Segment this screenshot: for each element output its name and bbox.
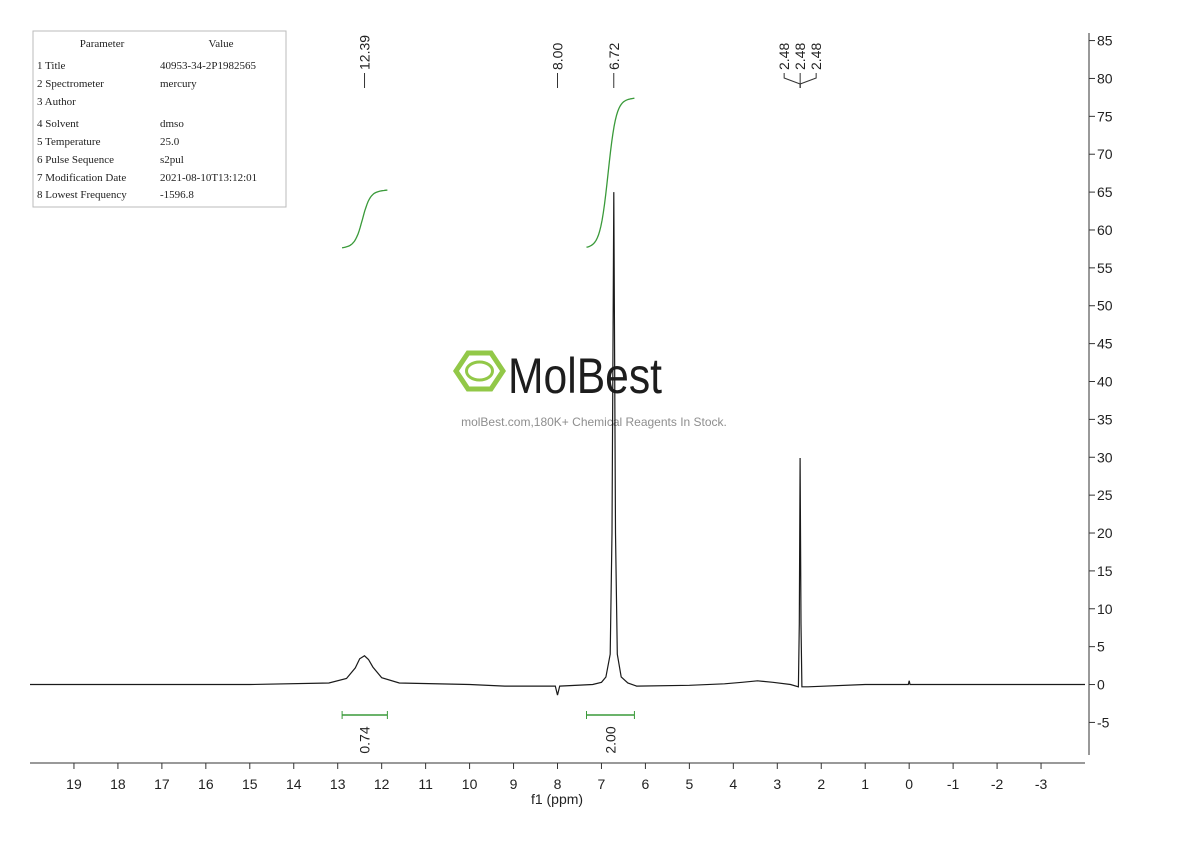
parameter-name: 6 Pulse Sequence — [37, 154, 114, 166]
x-tick-label: 2 — [817, 776, 825, 792]
parameter-value: 40953-34-2P1982565 — [160, 60, 256, 72]
peak-label: 2.48 — [792, 43, 808, 70]
watermark: MolBest molBest.com,180K+ Chemical Reage… — [452, 348, 727, 429]
peak-label: 2.48 — [776, 43, 792, 70]
y-tick-label: 65 — [1097, 184, 1113, 200]
peak-label: 2.48 — [808, 43, 824, 70]
x-tick-label: 19 — [66, 776, 82, 792]
parameter-name: 2 Spectrometer — [37, 78, 104, 90]
parameter-value: -1596.8 — [160, 189, 194, 201]
peak-label: 12.39 — [357, 35, 373, 70]
parameter-table-border — [32, 30, 287, 208]
logo-ring — [465, 360, 494, 382]
x-tick-label: 5 — [685, 776, 693, 792]
y-tick-label: 70 — [1097, 146, 1113, 162]
parameter-name: 7 Modification Date — [37, 172, 126, 184]
x-tick-label: 17 — [154, 776, 170, 792]
x-tick-label: 11 — [418, 776, 433, 792]
parameter-value: mercury — [160, 78, 197, 90]
y-tick-label: 30 — [1097, 449, 1113, 465]
x-tick-label: 18 — [110, 776, 126, 792]
peak-label: 6.72 — [606, 43, 622, 70]
integral-label: 0.74 — [357, 726, 373, 753]
peak-leader — [783, 73, 801, 88]
y-tick-label: 0 — [1097, 677, 1105, 693]
x-tick-label: 13 — [330, 776, 346, 792]
x-tick-label: 9 — [510, 776, 518, 792]
x-axis-label: f1 (ppm) — [531, 791, 583, 807]
x-tick-label: -1 — [947, 776, 960, 792]
peak-label: 8.00 — [550, 43, 566, 70]
parameter-value: s2pul — [160, 154, 184, 166]
integral-curve — [586, 97, 635, 248]
x-tick-label: 16 — [198, 776, 214, 792]
x-tick-label: 12 — [374, 776, 390, 792]
integral-curve — [341, 189, 388, 249]
y-tick-label: 5 — [1097, 639, 1105, 655]
parameter-table: Parameter Value 1 Title 40953-34-2P1982565 2… — [37, 38, 257, 201]
parameter-value: dmso — [160, 118, 184, 130]
x-tick-label: 1 — [861, 776, 869, 792]
x-tick-label: 0 — [905, 776, 913, 792]
y-tick-label: 20 — [1097, 525, 1113, 541]
y-tick-label: 75 — [1097, 108, 1113, 124]
integral-label: 2.00 — [602, 726, 618, 753]
parameter-value: 25.0 — [160, 136, 180, 148]
x-tick-label: 15 — [242, 776, 258, 792]
peak-leader — [799, 73, 817, 88]
watermark-text: molBest.com,180K+ Chemical Reagents In S… — [461, 415, 727, 429]
y-tick-label: 10 — [1097, 601, 1113, 617]
y-tick-label: -5 — [1097, 714, 1110, 730]
y-tick-label: 80 — [1097, 70, 1113, 86]
parameter-name: 8 Lowest Frequency — [37, 189, 127, 201]
x-tick-label: 10 — [462, 776, 478, 792]
y-tick-label: 60 — [1097, 222, 1113, 238]
y-tick-label: 45 — [1097, 336, 1113, 352]
x-tick-label: 6 — [642, 776, 650, 792]
y-tick-label: 50 — [1097, 298, 1113, 314]
table-header: Value — [208, 38, 233, 50]
parameter-name: 1 Title — [37, 60, 66, 72]
y-tick-label: 55 — [1097, 260, 1113, 276]
parameter-name: 3 Author — [37, 96, 76, 108]
table-header: Parameter — [80, 38, 125, 50]
y-tick-label: 15 — [1097, 563, 1113, 579]
spectrum-line — [30, 192, 1085, 696]
parameter-name: 5 Temperature — [37, 136, 101, 148]
logo-text: MolBest — [508, 348, 662, 404]
parameter-name: 4 Solvent — [37, 118, 79, 130]
y-tick-label: 25 — [1097, 487, 1113, 503]
x-tick-label: 7 — [598, 776, 606, 792]
y-tick-label: 35 — [1097, 411, 1113, 427]
y-tick-label: 85 — [1097, 33, 1113, 49]
x-tick-label: -3 — [1035, 776, 1048, 792]
parameter-value: 2021-08-10T13:12:01 — [160, 172, 257, 184]
logo-hexagon — [452, 350, 507, 392]
x-tick-label: 14 — [286, 776, 302, 792]
x-tick-label: -2 — [991, 776, 1004, 792]
x-tick-label: 3 — [773, 776, 781, 792]
x-tick-label: 8 — [554, 776, 562, 792]
x-tick-label: 4 — [729, 776, 737, 792]
y-tick-label: 40 — [1097, 373, 1113, 389]
